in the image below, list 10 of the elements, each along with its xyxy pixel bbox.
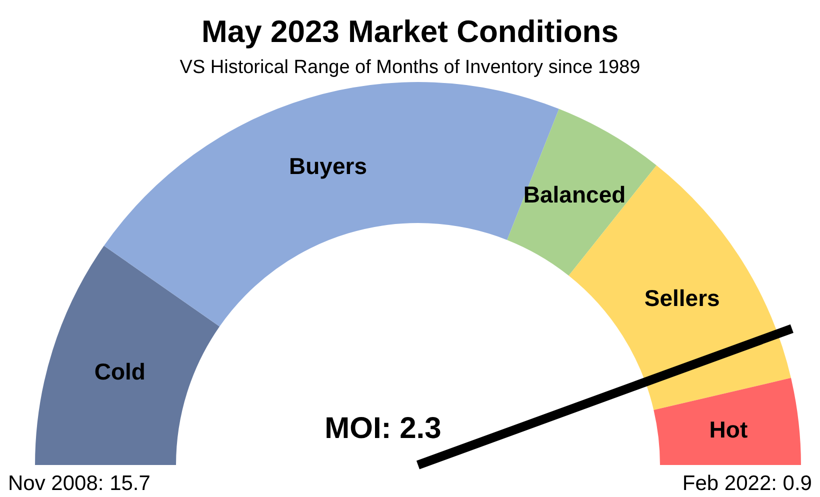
slice-label: Hot <box>709 416 748 442</box>
slice-label: Sellers <box>644 284 720 311</box>
slice-label: Buyers <box>289 152 367 179</box>
slice-label: Cold <box>94 358 146 384</box>
chart-title: May 2023 Market Conditions <box>202 14 618 49</box>
text: Feb 2022: 0.9 <box>682 472 812 495</box>
text: Nov 2008: 15.7 <box>8 472 150 495</box>
text: MOI: 2.3 <box>324 412 442 445</box>
slice-label: Balanced <box>523 182 626 208</box>
chart-subtitle: VS Historical Range of Months of Inventory since 1989 <box>180 57 640 78</box>
